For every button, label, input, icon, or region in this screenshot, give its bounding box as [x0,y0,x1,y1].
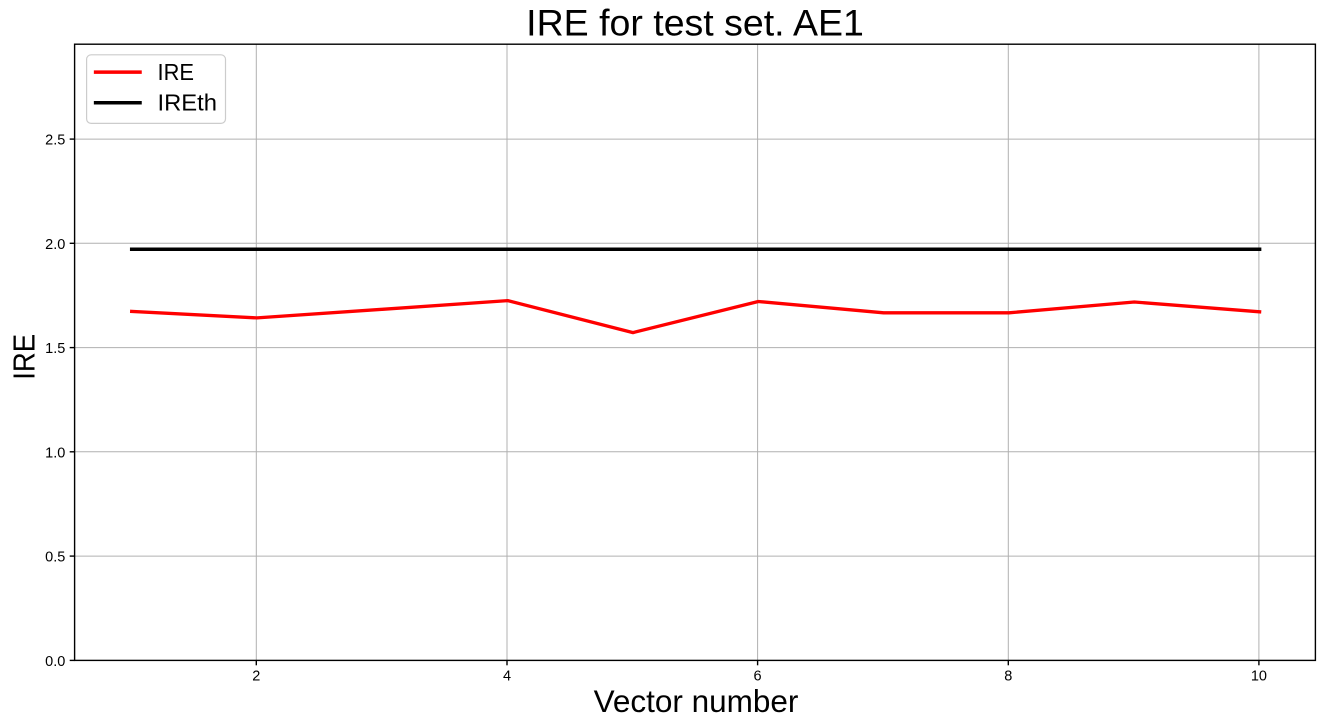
svg-text:0.0: 0.0 [45,654,65,670]
svg-text:4: 4 [503,668,511,684]
svg-text:10: 10 [1251,668,1267,684]
svg-text:1.0: 1.0 [45,445,65,461]
svg-text:2.0: 2.0 [45,237,65,253]
svg-text:8: 8 [1004,668,1012,684]
svg-text:IRE: IRE [158,59,195,85]
svg-text:IRE: IRE [8,334,42,380]
svg-text:2.5: 2.5 [45,133,65,149]
svg-text:6: 6 [754,668,762,684]
svg-text:Vector number: Vector number [594,683,799,719]
svg-text:0.5: 0.5 [45,550,65,566]
svg-text:IREth: IREth [158,90,218,116]
svg-text:IRE for test set. AE1: IRE for test set. AE1 [526,2,864,44]
svg-text:2: 2 [252,668,260,684]
svg-text:1.5: 1.5 [45,341,65,357]
